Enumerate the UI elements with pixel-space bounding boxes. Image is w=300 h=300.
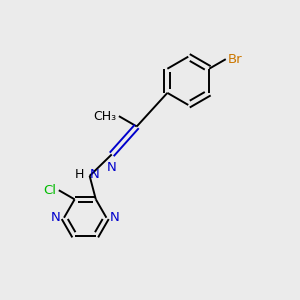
Text: CH₃: CH₃ xyxy=(93,110,116,123)
Text: Cl: Cl xyxy=(44,184,56,197)
Text: Br: Br xyxy=(228,53,243,66)
Text: N: N xyxy=(106,161,116,174)
Text: N: N xyxy=(110,211,120,224)
Text: N: N xyxy=(90,168,100,181)
Text: N: N xyxy=(50,211,60,224)
Text: H: H xyxy=(75,168,84,181)
